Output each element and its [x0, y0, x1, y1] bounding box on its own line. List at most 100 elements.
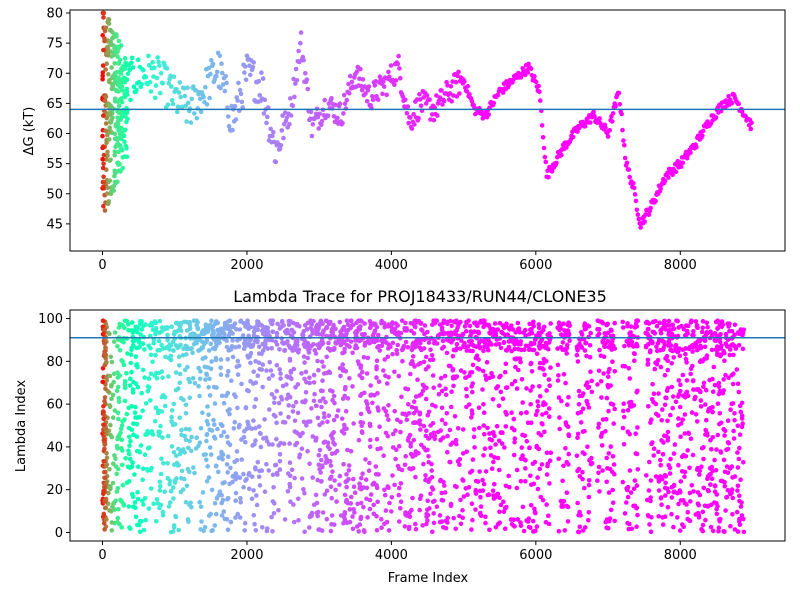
lambda-point	[525, 519, 531, 524]
lambda-point	[708, 482, 713, 487]
energy-point	[388, 63, 394, 68]
lambda-point	[177, 380, 183, 386]
lambda-point	[408, 441, 414, 446]
lambda-point	[523, 479, 528, 484]
lambda-point	[256, 474, 262, 480]
lambda-point	[558, 332, 564, 337]
energy-point	[174, 87, 179, 92]
lambda-point	[691, 329, 696, 334]
lambda-point	[361, 485, 366, 490]
lambda-point	[454, 341, 460, 347]
lambda-point	[196, 348, 201, 353]
lambda-point	[297, 455, 302, 460]
lambda-point	[606, 369, 611, 375]
lambda-point	[376, 379, 382, 385]
energy-point	[118, 131, 123, 136]
lambda-point	[466, 402, 472, 407]
lambda-point	[100, 379, 105, 385]
lambda-point	[491, 459, 496, 465]
lambda-point	[501, 499, 506, 505]
lambda-point	[124, 411, 130, 417]
energy-point	[405, 104, 411, 109]
lambda-point	[390, 473, 395, 478]
lambda-point	[431, 520, 437, 526]
energy-point	[310, 122, 316, 127]
lambda-point	[521, 528, 527, 534]
energy-point	[525, 70, 531, 75]
lambda-point	[722, 529, 727, 535]
lambda-point	[529, 482, 534, 488]
lambda-point	[249, 474, 255, 480]
lambda-point	[308, 419, 313, 424]
lambda-point	[722, 469, 728, 475]
lambda-point	[329, 474, 334, 480]
lambda-point	[195, 326, 201, 332]
lambda-point	[228, 347, 234, 352]
lambda-point	[464, 449, 470, 455]
lambda-point	[374, 364, 379, 369]
lambda-point	[365, 406, 371, 412]
lambda-point	[685, 448, 690, 453]
energy-point	[491, 100, 497, 106]
lambda-point	[470, 457, 476, 462]
lambda-point	[272, 501, 277, 506]
lambda-point	[278, 376, 283, 381]
energy-point	[634, 207, 640, 213]
energy-point	[204, 102, 210, 107]
x-tick-label: 2000	[230, 258, 263, 273]
lambda-point	[697, 472, 702, 477]
lambda-point	[504, 385, 510, 390]
energy-point	[449, 99, 455, 104]
lambda-point	[392, 482, 397, 488]
energy-point	[135, 57, 141, 62]
lambda-point	[705, 476, 710, 482]
lambda-point	[608, 444, 614, 449]
lambda-point	[700, 522, 706, 528]
lambda-point	[187, 323, 193, 328]
lambda-point	[503, 424, 509, 429]
lambda-point	[130, 387, 136, 392]
lambda-point	[432, 318, 438, 324]
lambda-point	[703, 387, 709, 393]
lambda-point	[101, 416, 106, 422]
lambda-point	[345, 343, 351, 348]
lambda-point	[472, 320, 477, 326]
energy-point	[152, 65, 157, 71]
lambda-point	[480, 368, 486, 374]
energy-point	[393, 78, 399, 83]
lambda-point	[739, 413, 745, 419]
lambda-point	[704, 417, 709, 423]
lambda-point	[604, 517, 610, 522]
lambda-point	[445, 515, 451, 521]
lambda-point	[204, 479, 210, 484]
lambda-point	[158, 484, 163, 489]
energy-point	[428, 117, 433, 122]
lambda-point	[343, 408, 349, 414]
lambda-point	[626, 366, 632, 371]
lambda-point	[238, 499, 243, 505]
lambda-point	[482, 446, 488, 452]
energy-point	[559, 152, 564, 158]
lambda-point	[428, 491, 433, 497]
energy-point	[143, 74, 149, 80]
lambda-point	[684, 378, 690, 383]
lambda-point	[269, 392, 275, 397]
lambda-point	[303, 369, 309, 375]
energy-plot-background	[70, 10, 785, 251]
lambda-point	[518, 478, 524, 484]
lambda-point	[202, 364, 208, 370]
lambda-point	[610, 487, 615, 493]
lambda-point	[648, 495, 653, 500]
lambda-point	[458, 521, 464, 527]
energy-point	[109, 117, 114, 123]
energy-point	[101, 10, 107, 16]
energy-point	[158, 70, 164, 76]
lambda-point	[732, 322, 738, 328]
lambda-point	[299, 371, 304, 376]
lambda-point	[667, 471, 673, 476]
lambda-point	[133, 404, 138, 410]
lambda-point	[629, 339, 635, 345]
lambda-point	[290, 348, 295, 353]
lambda-point	[380, 340, 386, 345]
